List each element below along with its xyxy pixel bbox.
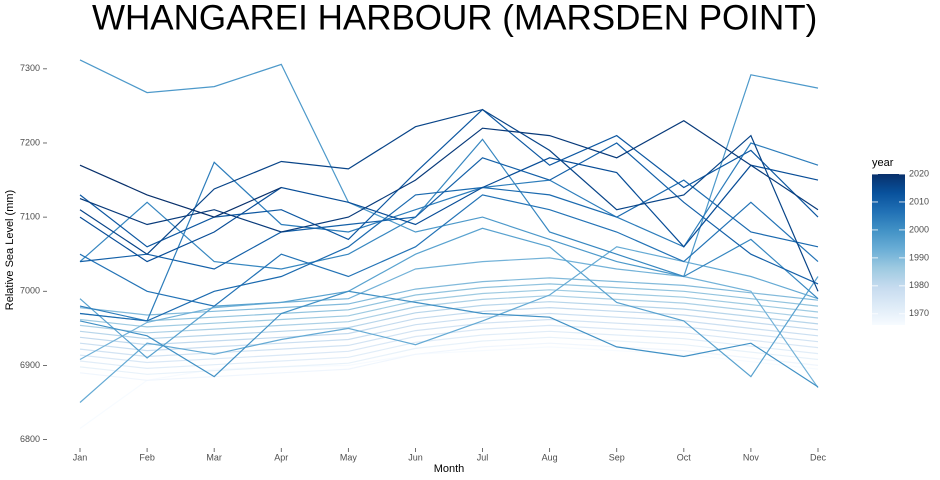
series-line xyxy=(79,194,819,307)
x-tick-label: Jul xyxy=(477,452,489,462)
x-tick-label: Feb xyxy=(139,452,155,462)
colorbar-tick-label: 1980 xyxy=(909,280,929,290)
x-axis-title: Month xyxy=(434,463,465,475)
series-line xyxy=(79,179,819,322)
x-tick-label: May xyxy=(340,452,358,462)
series-line xyxy=(79,330,819,370)
colorbar-tick-label: 2000 xyxy=(909,224,929,234)
series-line xyxy=(79,306,819,346)
y-tick-label: 7100 xyxy=(20,212,40,222)
y-tick-label: 6900 xyxy=(20,360,40,370)
series-line xyxy=(79,290,819,388)
x-tick-label: Jun xyxy=(408,452,423,462)
legend-title: year xyxy=(872,157,894,169)
series-line xyxy=(79,342,819,381)
series-line xyxy=(79,295,819,334)
series-line xyxy=(79,142,819,322)
series-line xyxy=(79,283,819,322)
x-tick-label: Nov xyxy=(743,452,760,462)
colorbar-tick-label: 1970 xyxy=(909,308,929,318)
y-axis-title: Relative Sea Level (mm) xyxy=(4,190,16,310)
series-line xyxy=(79,108,819,248)
series-line xyxy=(79,164,282,218)
series-line xyxy=(79,246,819,403)
series-line xyxy=(79,142,819,285)
x-tick-label: Sep xyxy=(609,452,625,462)
series-line xyxy=(79,59,819,278)
y-tick-label: 7300 xyxy=(20,63,40,73)
x-tick-label: Apr xyxy=(274,452,288,462)
series-line xyxy=(79,157,819,263)
x-tick-label: Jan xyxy=(73,452,88,462)
chart-title: WHANGAREI HARBOUR (MARSDEN POINT) xyxy=(92,0,817,37)
series-line xyxy=(79,227,819,378)
series-line xyxy=(79,119,819,233)
colorbar xyxy=(872,174,905,325)
x-tick-label: Aug xyxy=(542,452,558,462)
colorbar-tick-label: 2010 xyxy=(909,196,929,206)
series-line xyxy=(79,318,819,358)
series-line xyxy=(79,301,819,340)
series-line xyxy=(79,277,819,316)
x-tick-label: Mar xyxy=(206,452,222,462)
y-tick-label: 6800 xyxy=(20,434,40,444)
x-tick-label: Oct xyxy=(677,452,692,462)
series-line xyxy=(79,312,819,352)
colorbar-tick-label: 1990 xyxy=(909,252,929,262)
series-line xyxy=(79,336,819,375)
series-line xyxy=(79,289,819,328)
series-line xyxy=(79,257,819,389)
y-tick-label: 7200 xyxy=(20,137,40,147)
series-line xyxy=(79,138,819,300)
series-line xyxy=(79,346,819,429)
x-tick-label: Dec xyxy=(810,452,827,462)
series-line xyxy=(79,108,819,292)
colorbar-tick-label: 2020 xyxy=(909,168,929,178)
y-tick-label: 7000 xyxy=(20,286,40,296)
